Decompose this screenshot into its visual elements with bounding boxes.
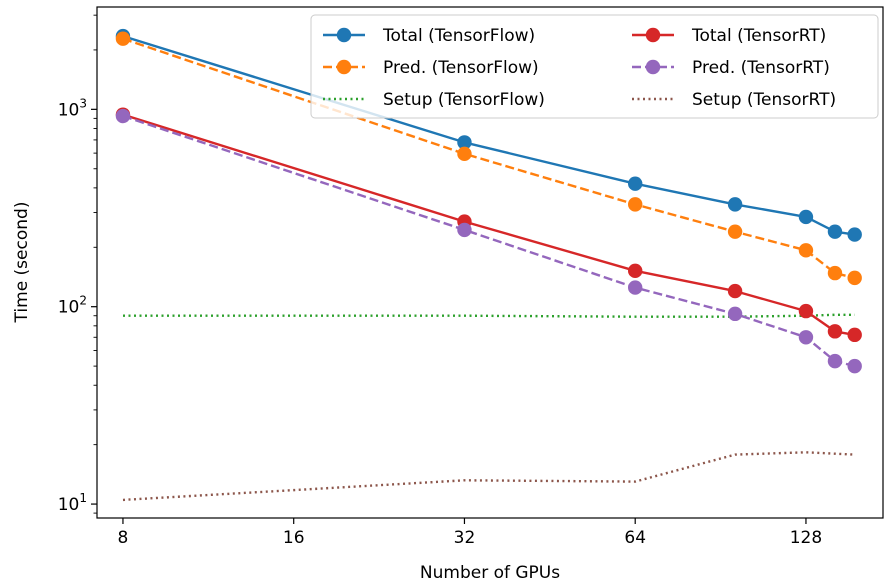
data-point bbox=[798, 303, 814, 319]
legend-label: Pred. (TensorFlow) bbox=[383, 58, 539, 78]
series-line bbox=[122, 451, 855, 502]
data-point bbox=[115, 108, 131, 124]
legend-marker bbox=[336, 59, 352, 75]
legend-marker bbox=[336, 27, 352, 43]
data-point bbox=[727, 306, 743, 322]
x-tick-label: 16 bbox=[283, 528, 305, 548]
data-point bbox=[827, 224, 843, 239]
y-tick-label: 103 bbox=[58, 96, 87, 120]
data-point bbox=[847, 270, 862, 286]
y-tick-base: 10 bbox=[58, 495, 80, 515]
legend-label: Total (TensorFlow) bbox=[382, 26, 535, 46]
data-point bbox=[727, 197, 743, 212]
series-layer bbox=[115, 28, 862, 502]
data-point bbox=[628, 197, 643, 212]
data-point bbox=[628, 280, 643, 295]
data-point bbox=[798, 209, 814, 225]
data-point bbox=[727, 283, 743, 299]
data-point bbox=[628, 263, 643, 279]
data-point bbox=[847, 327, 862, 343]
y-axis-label: Time (second) bbox=[12, 202, 32, 324]
x-axis-label: Number of GPUs bbox=[420, 563, 560, 583]
x-tick-label: 8 bbox=[118, 528, 129, 548]
x-tick-label: 128 bbox=[790, 528, 822, 548]
legend-label: Setup (TensorRT) bbox=[692, 90, 836, 110]
data-point bbox=[827, 353, 843, 369]
y-tick-label: 102 bbox=[58, 294, 87, 318]
legend-label: Total (TensorRT) bbox=[691, 26, 826, 46]
data-point bbox=[457, 135, 472, 150]
legend: Total (TensorFlow) Pred. (TensorFlow) Setu… bbox=[310, 14, 879, 119]
y-tick-label: 101 bbox=[58, 491, 87, 515]
y-tick-base: 10 bbox=[58, 100, 80, 120]
legend-marker bbox=[645, 27, 661, 43]
x-tick-label: 64 bbox=[624, 528, 646, 548]
data-point bbox=[847, 358, 862, 374]
data-point bbox=[798, 330, 814, 345]
data-point bbox=[457, 146, 472, 162]
data-point bbox=[847, 227, 862, 242]
data-point bbox=[798, 243, 814, 258]
y-tick-exponent: 2 bbox=[79, 294, 87, 308]
plot-frame bbox=[96, 6, 884, 519]
legend-label: Setup (TensorFlow) bbox=[383, 90, 545, 110]
y-tick-exponent: 1 bbox=[79, 491, 87, 505]
data-point bbox=[115, 31, 131, 46]
y-tick-base: 10 bbox=[58, 298, 80, 318]
data-point bbox=[827, 265, 843, 281]
data-point bbox=[628, 176, 643, 191]
data-point bbox=[727, 224, 743, 239]
legend-label: Pred. (TensorRT) bbox=[692, 58, 830, 78]
data-point bbox=[457, 222, 472, 238]
x-tick-label: 32 bbox=[454, 528, 476, 548]
y-tick-exponent: 3 bbox=[79, 96, 87, 110]
legend-box bbox=[310, 14, 879, 119]
x-axis: 8 16 32 64 128 bbox=[118, 518, 822, 548]
data-point bbox=[827, 324, 843, 339]
legend-marker bbox=[645, 59, 661, 75]
